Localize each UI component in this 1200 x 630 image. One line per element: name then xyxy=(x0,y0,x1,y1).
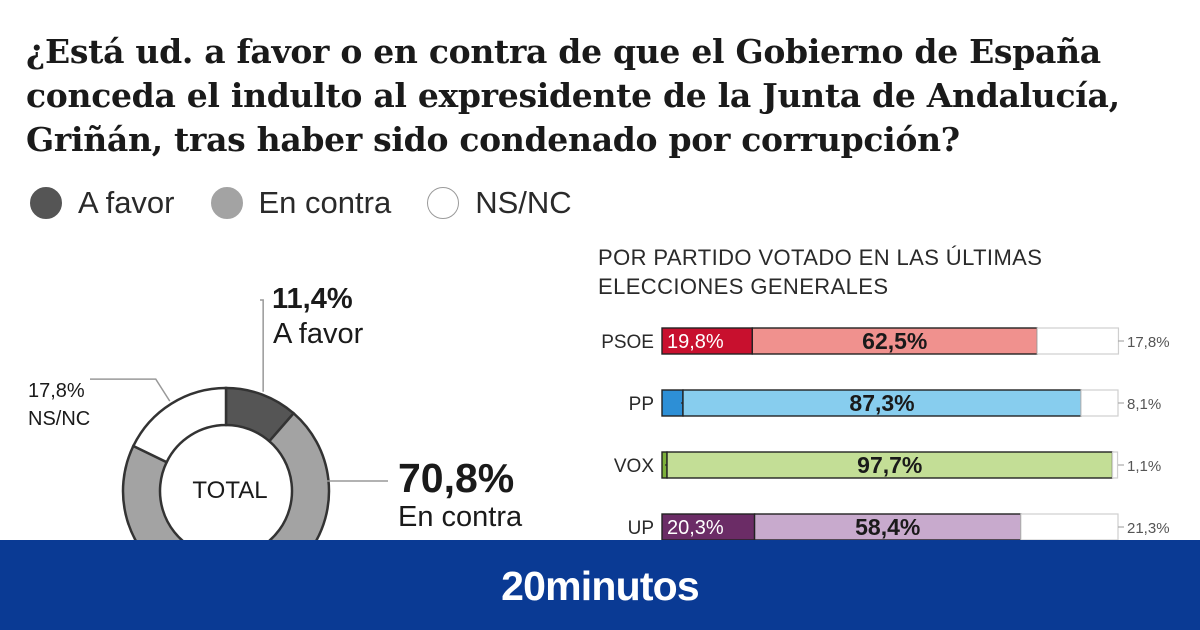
bar-segment-up-1 xyxy=(753,513,1022,541)
bar-category-up: UP xyxy=(628,518,654,539)
donut-value-a-favor: 11,4% xyxy=(272,283,353,315)
donut-value-en-contra: 70,8% xyxy=(398,455,515,501)
bar-label-up-en-contra: 58,4% xyxy=(855,514,920,540)
legend-item-nsnc: NS/NC xyxy=(427,185,572,221)
chart-title: ¿Está ud. a favor o en contra de que el … xyxy=(26,32,1120,159)
bar-segment-psoe-0 xyxy=(661,327,753,355)
leader-line-nsnc xyxy=(90,378,171,402)
donut-slice-en-contra xyxy=(121,411,331,540)
bar-segment-vox-2 xyxy=(1111,451,1119,479)
donut-chart xyxy=(90,299,388,540)
legend-label-en-contra: En contra xyxy=(258,185,392,220)
legend-swatch-en-contra xyxy=(210,187,243,219)
donut-label-a-favor: A favor xyxy=(273,318,364,350)
bar-segment-psoe-1 xyxy=(751,327,1038,355)
bar-label-pp-en-contra: 87,3% xyxy=(849,390,914,416)
legend-item-a-favor: A favor xyxy=(30,185,175,221)
bar-segment-psoe-2 xyxy=(1036,327,1120,355)
bar-label-up-nsnc: 21,3% xyxy=(1127,520,1170,537)
bar-label-psoe-a-favor: 19,8% xyxy=(667,331,724,353)
bar-segment-pp-1 xyxy=(682,389,1082,417)
bar-segment-pp-2 xyxy=(1080,389,1119,417)
party-bar-chart: PSOE19,8%62,5%17,8%PP4,6%87,3%8,1%VOX1,1… xyxy=(601,327,1170,541)
bar-category-psoe: PSOE xyxy=(601,332,654,353)
bar-segment-vox-1 xyxy=(666,451,1114,479)
donut-slice-ns-nc xyxy=(131,386,228,464)
bar-label-psoe-en-contra: 62,5% xyxy=(862,328,927,354)
bar-label-psoe-nsnc: 17,8% xyxy=(1127,334,1170,351)
donut-label-en-contra: En contra xyxy=(398,501,523,533)
bar-segment-up-2 xyxy=(1020,513,1119,541)
legend-swatch-a-favor xyxy=(30,187,62,219)
breakdown-title: POR PARTIDO VOTADO EN LAS ÚLTIMAS ELECCI… xyxy=(598,245,1043,299)
bar-label-vox-nsnc: 1,1% xyxy=(1127,458,1161,475)
legend-label-a-favor: A favor xyxy=(78,185,175,220)
donut-value-nsnc: 17,8% xyxy=(28,380,85,402)
bar-label-pp-nsnc: 8,1% xyxy=(1127,396,1161,413)
bar-label-up-a-favor: 20,3% xyxy=(667,517,724,539)
legend-label-nsnc: NS/NC xyxy=(475,185,572,220)
legend: A favor En contra NS/NC xyxy=(30,183,608,223)
bar-category-vox: VOX xyxy=(614,456,654,477)
bar-category-pp: PP xyxy=(629,394,654,415)
brand-logo[interactable]: 20minutos xyxy=(501,562,700,609)
footer-banner: 20minutos xyxy=(0,540,1200,630)
leader-line-a-favor xyxy=(260,299,264,392)
legend-item-en-contra: En contra xyxy=(210,185,392,221)
bar-label-vox-en-contra: 97,7% xyxy=(857,452,922,478)
donut-label-nsnc: NS/NC xyxy=(28,408,91,430)
bar-segment-pp-0 xyxy=(661,389,684,417)
legend-swatch-nsnc xyxy=(427,187,460,219)
donut-center-label: TOTAL xyxy=(192,477,268,504)
bar-segment-up-0 xyxy=(661,513,756,541)
